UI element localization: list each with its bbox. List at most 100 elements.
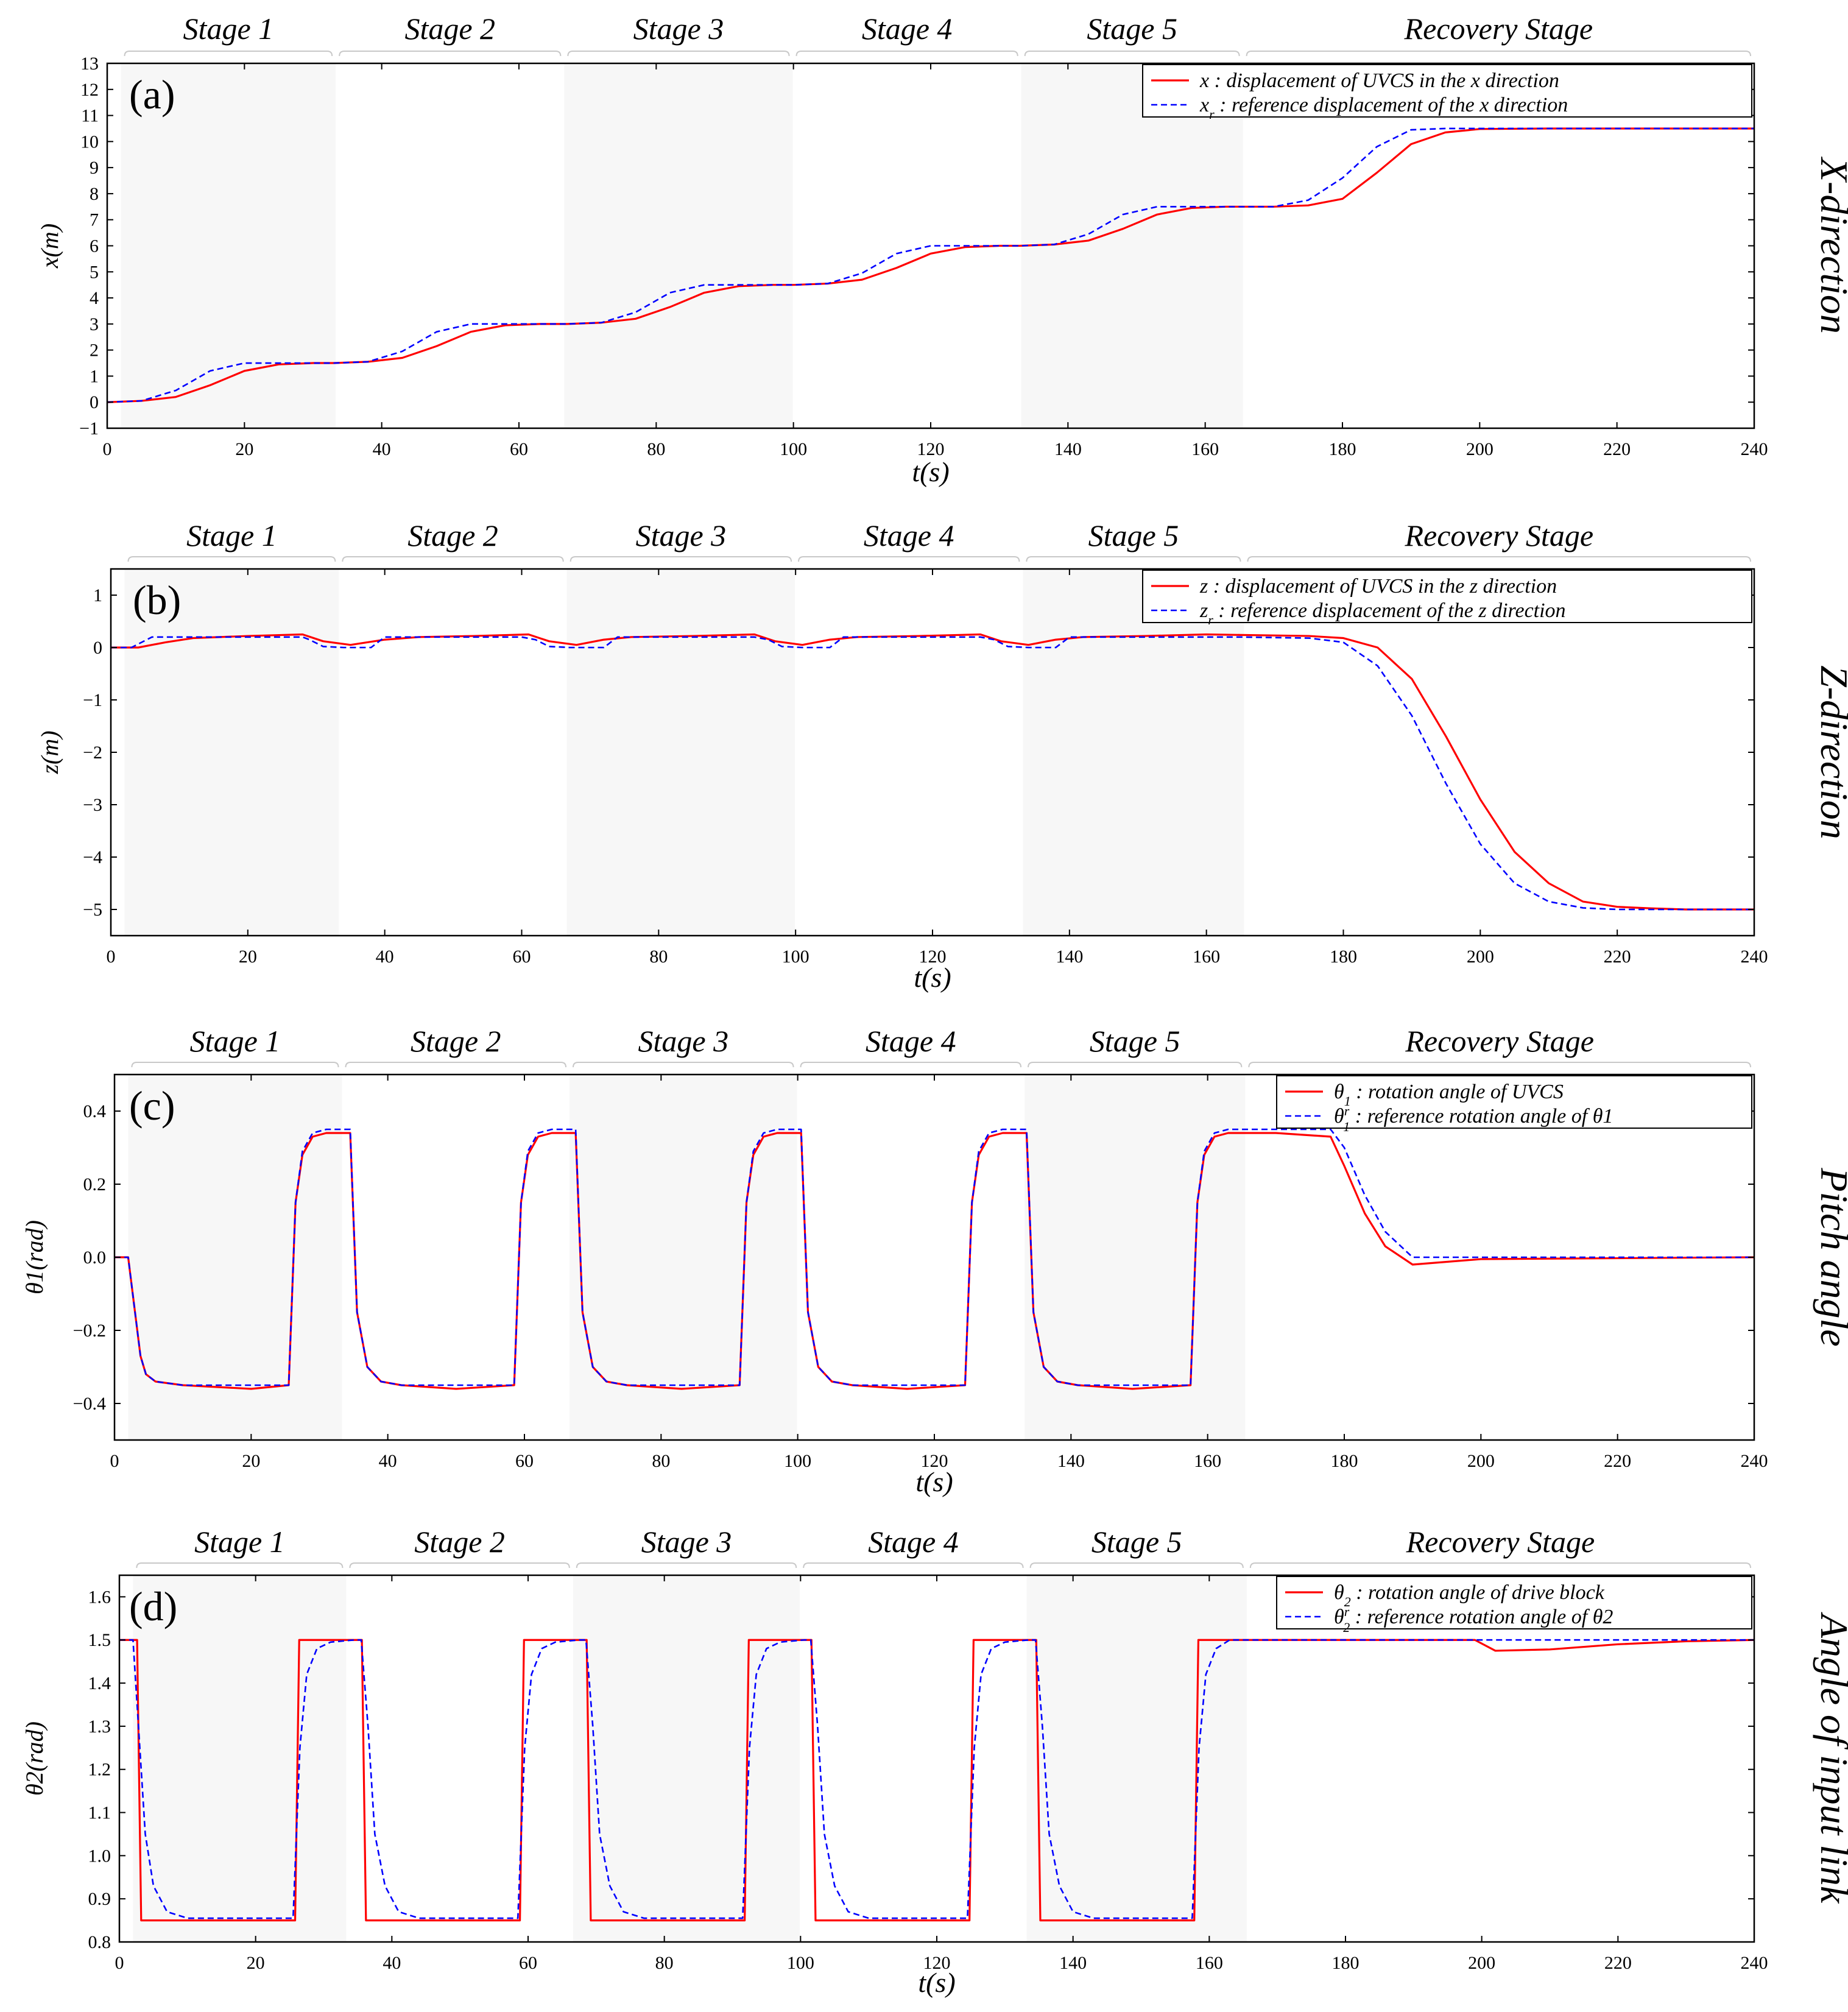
stage-label-1: Stage 1 (194, 1525, 285, 1559)
y-tick-label: 4 (90, 288, 99, 308)
series-line-actual (107, 127, 1754, 403)
stage-label-6: Recovery Stage (1405, 1024, 1594, 1058)
y-tick-label: 11 (81, 106, 99, 126)
stage-bracket-4 (798, 556, 1020, 562)
y-tick-label: −1 (79, 418, 99, 439)
legend-box (1142, 570, 1752, 623)
x-tick-label: 120 (919, 947, 947, 967)
y-tick-label: 0.0 (83, 1248, 107, 1268)
y-tick-label: 1.4 (88, 1673, 111, 1693)
series-line-reference (107, 127, 1754, 403)
stage-bracket-5 (1029, 1562, 1244, 1569)
stage-bracket-6 (1249, 1562, 1751, 1569)
series-line-reference (119, 1639, 1754, 1919)
stage-label-1: Stage 1 (183, 12, 274, 46)
stage-label-3: Stage 3 (641, 1525, 732, 1559)
x-tick-label: 140 (1059, 1953, 1087, 1973)
stage-label-4: Stage 4 (864, 518, 954, 552)
x-tick-label: 240 (1741, 1953, 1768, 1973)
series-line-reference (115, 1128, 1754, 1386)
x-tick-label: 0 (107, 947, 116, 967)
y-tick-label: 1 (90, 366, 99, 386)
stage-label-2: Stage 2 (404, 12, 495, 46)
y-axis-label: θ1(rad) (21, 1220, 48, 1294)
stage-label-4: Stage 4 (862, 12, 953, 46)
stage-band-1 (133, 1575, 347, 1942)
legend-text: : reference displacement of the z direct… (1213, 599, 1566, 622)
x-tick-label: 100 (787, 1953, 814, 1973)
legend-text: : rotation angle of UVCS (1351, 1081, 1564, 1103)
stage-bracket-3 (573, 1062, 794, 1068)
stage-label-5: Stage 5 (1087, 12, 1177, 46)
stage-label-6: Recovery Stage (1404, 12, 1593, 46)
x-tick-label: 220 (1603, 439, 1631, 459)
stage-bracket-4 (800, 1062, 1022, 1068)
side-title: Angle of input link (1813, 1612, 1848, 1904)
x-axis-label: t(s) (918, 1967, 955, 1998)
x-axis-label: t(s) (915, 1466, 953, 1497)
x-tick-label: 140 (1056, 947, 1083, 967)
x-tick-label: 160 (1191, 439, 1219, 459)
legend-entry-2: xr : reference displacement of the x dir… (1199, 94, 1568, 122)
stage-band-5 (1025, 1075, 1246, 1440)
series-line-actual (111, 633, 1754, 911)
legend-box (1276, 1576, 1752, 1629)
chart-panel-a: Stage 1 Stage 2 Stage 3 Stage 4 Stage 5 Recov… (36, 12, 1848, 487)
stage-band-1 (128, 1075, 342, 1440)
x-tick-label: 200 (1467, 947, 1494, 967)
x-tick-label: 20 (247, 1953, 265, 1973)
x-tick-label: 220 (1604, 947, 1631, 967)
legend-text: : reference rotation angle of θ2 (1350, 1606, 1613, 1628)
x-tick-label: 60 (519, 1953, 537, 1973)
y-tick-label: 1.0 (88, 1846, 111, 1866)
x-tick-label: 60 (515, 1451, 534, 1471)
y-tick-label: 5 (90, 262, 99, 282)
legend-box (1276, 1075, 1752, 1129)
x-tick-label: 60 (510, 439, 528, 459)
x-tick-label: 140 (1054, 439, 1082, 459)
side-title: Z-direction (1813, 665, 1848, 839)
legend-symbol: x (1199, 94, 1209, 116)
x-tick-label: 120 (917, 439, 945, 459)
stage-bracket-6 (1246, 51, 1751, 57)
x-tick-label: 80 (655, 1953, 674, 1973)
stage-label-6: Recovery Stage (1406, 1525, 1595, 1559)
y-tick-label: −2 (83, 743, 102, 763)
x-tick-label: 120 (921, 1451, 948, 1471)
chart-panel-b: Stage 1 Stage 2 Stage 3 Stage 4 Stage 5 Recov… (36, 518, 1848, 993)
x-tick-label: 20 (235, 439, 253, 459)
y-tick-label: 2 (90, 341, 99, 361)
legend-sub: r (1209, 107, 1215, 122)
x-tick-label: 100 (782, 947, 809, 967)
stage-bracket-2 (349, 1562, 570, 1569)
y-tick-label: 0.9 (88, 1889, 111, 1909)
y-tick-label: 8 (90, 184, 99, 204)
legend-sup: r (1344, 1604, 1350, 1619)
stage-label-3: Stage 3 (636, 518, 727, 552)
y-tick-label: −1 (83, 690, 102, 710)
stage-bracket-6 (1248, 1062, 1751, 1068)
stage-bracket-2 (339, 51, 562, 57)
side-title: Pitch angle (1813, 1167, 1848, 1346)
x-tick-label: 220 (1604, 1451, 1631, 1471)
legend-box (1142, 64, 1752, 118)
stage-bracket-2 (342, 556, 564, 562)
y-tick-label: −4 (83, 847, 102, 867)
y-tick-label: 1.2 (88, 1760, 111, 1780)
stage-label-4: Stage 4 (868, 1525, 959, 1559)
stage-band-5 (1021, 63, 1243, 428)
x-tick-label: 100 (784, 1451, 811, 1471)
y-tick-label: 12 (80, 80, 99, 100)
x-axis-label: t(s) (912, 456, 949, 487)
legend-entry-2: zr : reference displacement of the z dir… (1199, 599, 1566, 627)
x-tick-label: 120 (923, 1953, 951, 1973)
stage-bracket-4 (803, 1562, 1024, 1569)
x-tick-label: 80 (647, 439, 665, 459)
y-tick-label: −0.4 (73, 1394, 106, 1414)
y-tick-label: 10 (80, 132, 99, 152)
stage-bracket-5 (1026, 556, 1241, 562)
x-tick-label: 0 (115, 1953, 124, 1973)
x-tick-label: 180 (1330, 947, 1357, 967)
x-tick-label: 80 (649, 947, 668, 967)
x-tick-label: 40 (383, 1953, 401, 1973)
